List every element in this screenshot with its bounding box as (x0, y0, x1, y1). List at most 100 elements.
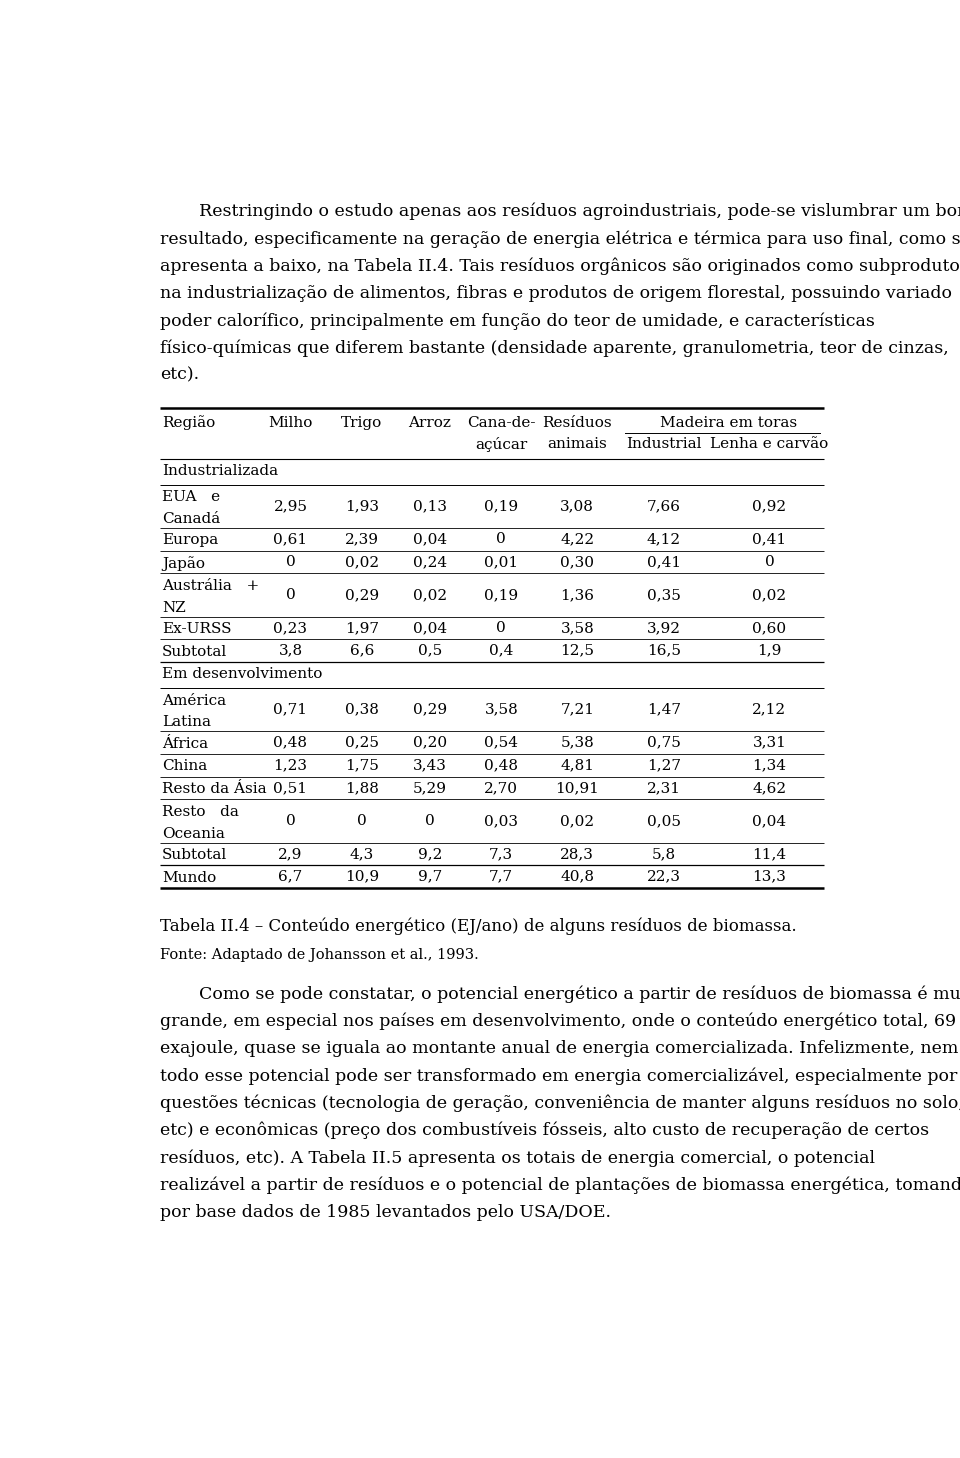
Text: 0,05: 0,05 (647, 814, 681, 828)
Text: 4,81: 4,81 (561, 758, 594, 773)
Text: 1,36: 1,36 (561, 588, 594, 602)
Text: 7,3: 7,3 (490, 847, 514, 860)
Text: 3,43: 3,43 (413, 758, 447, 773)
Text: 22,3: 22,3 (647, 869, 681, 884)
Text: 0,75: 0,75 (647, 736, 681, 749)
Text: 2,39: 2,39 (345, 532, 379, 547)
Text: Subtotal: Subtotal (162, 644, 228, 659)
Text: Arroz: Arroz (409, 416, 451, 430)
Text: 1,93: 1,93 (345, 500, 379, 513)
Text: NZ: NZ (162, 601, 185, 615)
Text: 5,29: 5,29 (413, 781, 447, 795)
Text: Oceania: Oceania (162, 827, 225, 841)
Text: 0,48: 0,48 (274, 736, 307, 749)
Text: 0,5: 0,5 (418, 643, 443, 658)
Text: questões técnicas (tecnologia de geração, conveniência de manter alguns resíduos: questões técnicas (tecnologia de geração… (160, 1095, 960, 1112)
Text: 2,12: 2,12 (753, 703, 786, 717)
Text: 2,9: 2,9 (278, 847, 302, 860)
Text: 0,23: 0,23 (274, 621, 307, 634)
Text: Industrial: Industrial (626, 437, 702, 451)
Text: físico-químicas que diferem bastante (densidade aparente, granulometria, teor de: físico-químicas que diferem bastante (de… (160, 340, 949, 357)
Text: 1,88: 1,88 (345, 781, 379, 795)
Text: 13,3: 13,3 (753, 869, 786, 884)
Text: 3,8: 3,8 (278, 643, 302, 658)
Text: 0,03: 0,03 (484, 814, 518, 828)
Text: 0: 0 (425, 814, 435, 828)
Text: Madeira em toras: Madeira em toras (660, 416, 797, 430)
Text: Trigo: Trigo (341, 416, 382, 430)
Text: 6,7: 6,7 (278, 869, 302, 884)
Text: 0,54: 0,54 (484, 736, 518, 749)
Text: 0,38: 0,38 (345, 703, 379, 717)
Text: 0,29: 0,29 (345, 588, 379, 602)
Text: animais: animais (547, 437, 607, 451)
Text: 40,8: 40,8 (561, 869, 594, 884)
Text: América: América (162, 694, 226, 707)
Text: 0: 0 (357, 814, 367, 828)
Text: Canadá: Canadá (162, 512, 220, 526)
Text: açúcar: açúcar (475, 437, 527, 452)
Text: 0,25: 0,25 (345, 736, 379, 749)
Text: 0,13: 0,13 (413, 500, 447, 513)
Text: 0,04: 0,04 (753, 814, 786, 828)
Text: 28,3: 28,3 (561, 847, 594, 860)
Text: Latina: Latina (162, 716, 211, 729)
Text: 1,27: 1,27 (647, 758, 681, 773)
Text: 0,02: 0,02 (413, 588, 447, 602)
Text: 0,04: 0,04 (413, 621, 447, 634)
Text: etc).: etc). (160, 367, 200, 383)
Text: 0,01: 0,01 (484, 555, 518, 569)
Text: 1,97: 1,97 (345, 621, 379, 634)
Text: 0: 0 (286, 588, 296, 602)
Text: 1,75: 1,75 (345, 758, 379, 773)
Text: 0,04: 0,04 (413, 532, 447, 547)
Text: Resíduos: Resíduos (542, 416, 612, 430)
Text: 7,7: 7,7 (490, 869, 514, 884)
Text: Subtotal: Subtotal (162, 849, 228, 862)
Text: Em desenvolvimento: Em desenvolvimento (162, 668, 323, 681)
Text: 3,58: 3,58 (485, 703, 518, 717)
Text: 0,02: 0,02 (345, 555, 379, 569)
Text: 4,22: 4,22 (561, 532, 594, 547)
Text: exajoule, quase se iguala ao montante anual de energia comercializada. Infelizme: exajoule, quase se iguala ao montante an… (160, 1040, 959, 1057)
Text: 4,3: 4,3 (349, 847, 374, 860)
Text: 0: 0 (764, 555, 775, 569)
Text: Tabela II.4 – Conteúdo energético (EJ/ano) de alguns resíduos de biomassa.: Tabela II.4 – Conteúdo energético (EJ/an… (160, 917, 797, 935)
Text: 0,02: 0,02 (561, 814, 594, 828)
Text: 0,41: 0,41 (753, 532, 786, 547)
Text: 9,2: 9,2 (418, 847, 443, 860)
Text: Japão: Japão (162, 555, 204, 572)
Text: 5,38: 5,38 (561, 736, 594, 749)
Text: Lenha e carvão: Lenha e carvão (710, 437, 828, 451)
Text: 4,12: 4,12 (647, 532, 681, 547)
Text: 1,47: 1,47 (647, 703, 681, 717)
Text: 0,92: 0,92 (753, 500, 786, 513)
Text: 6,6: 6,6 (349, 643, 374, 658)
Text: 0,02: 0,02 (753, 588, 786, 602)
Text: 0: 0 (496, 532, 506, 547)
Text: 5,8: 5,8 (652, 847, 676, 860)
Text: apresenta a baixo, na Tabela II.4. Tais resíduos orgânicos são originados como s: apresenta a baixo, na Tabela II.4. Tais … (160, 258, 960, 276)
Text: Industrializada: Industrializada (162, 464, 278, 478)
Text: África: África (162, 736, 208, 751)
Text: 10,9: 10,9 (345, 869, 379, 884)
Text: 11,4: 11,4 (753, 847, 786, 860)
Text: EUA   e: EUA e (162, 490, 220, 504)
Text: na industrialização de alimentos, fibras e produtos de origem florestal, possuin: na industrialização de alimentos, fibras… (160, 284, 952, 302)
Text: 2,70: 2,70 (484, 781, 518, 795)
Text: Restringindo o estudo apenas aos resíduos agroindustriais, pode-se vislumbrar um: Restringindo o estudo apenas aos resíduo… (199, 203, 960, 220)
Text: 3,08: 3,08 (561, 500, 594, 513)
Text: 12,5: 12,5 (561, 643, 594, 658)
Text: 0,51: 0,51 (274, 781, 307, 795)
Text: Mundo: Mundo (162, 870, 216, 885)
Text: 16,5: 16,5 (647, 643, 681, 658)
Text: Região: Região (162, 416, 215, 430)
Text: 0,30: 0,30 (561, 555, 594, 569)
Text: 0,29: 0,29 (413, 703, 447, 717)
Text: todo esse potencial pode ser transformado em energia comercializável, especialme: todo esse potencial pode ser transformad… (160, 1067, 958, 1085)
Text: Ex-URSS: Ex-URSS (162, 623, 231, 636)
Text: 7,21: 7,21 (561, 703, 594, 717)
Text: Cana-de-: Cana-de- (468, 416, 536, 430)
Text: 0,41: 0,41 (647, 555, 681, 569)
Text: 0,19: 0,19 (484, 588, 518, 602)
